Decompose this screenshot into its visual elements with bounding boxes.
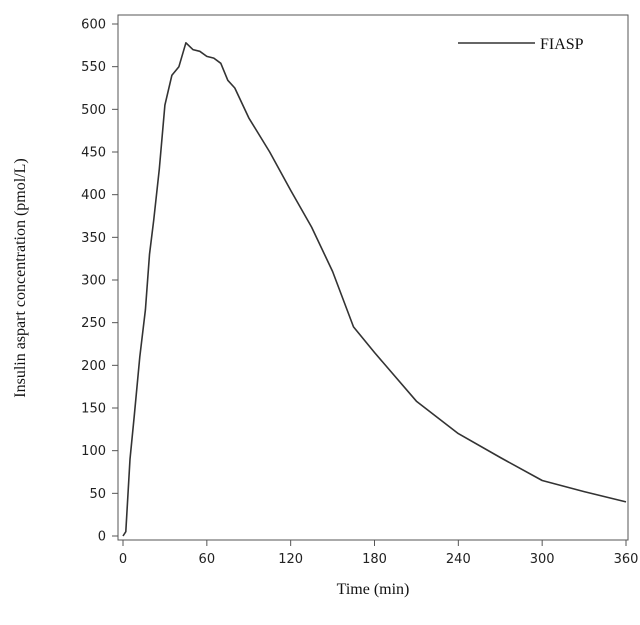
y-tick-label: 100 bbox=[81, 444, 106, 459]
x-tick-label: 240 bbox=[446, 552, 471, 567]
y-tick-label: 50 bbox=[89, 487, 106, 502]
y-tick-label: 400 bbox=[81, 188, 106, 203]
x-axis-title: Time (min) bbox=[337, 581, 410, 598]
x-tick-label: 360 bbox=[614, 552, 639, 567]
series-layer bbox=[122, 41, 627, 537]
y-tick-label: 300 bbox=[81, 274, 106, 289]
x-axis: 0 60 120 180 240 300 360 bbox=[119, 540, 639, 567]
y-tick-label: 550 bbox=[81, 60, 106, 75]
y-axis-title: Insulin aspart concentration (pmol/L) bbox=[12, 158, 29, 397]
y-tick-label: 200 bbox=[81, 359, 106, 374]
y-tick-label: 350 bbox=[81, 231, 106, 246]
x-tick-label: 180 bbox=[362, 552, 387, 567]
y-axis: 0 50 100 150 200 250 300 350 400 450 500 550 600 bbox=[81, 18, 118, 545]
y-tick-label: 450 bbox=[81, 146, 106, 161]
series-line-fiasp bbox=[122, 41, 627, 537]
x-tick-label: 300 bbox=[530, 552, 555, 567]
y-tick-label: 250 bbox=[81, 316, 106, 331]
y-tick-label: 500 bbox=[81, 103, 106, 118]
x-tick-label: 0 bbox=[119, 552, 127, 567]
y-tick-label: 600 bbox=[81, 18, 106, 33]
y-tick-label: 150 bbox=[81, 402, 106, 417]
x-tick-label: 120 bbox=[278, 552, 303, 567]
x-tick-label: 60 bbox=[199, 552, 216, 567]
plot-frame bbox=[117, 14, 629, 541]
y-tick-label: 0 bbox=[98, 530, 106, 545]
legend-label-fiasp: FIASP bbox=[540, 36, 584, 53]
legend: FIASP bbox=[458, 36, 584, 53]
